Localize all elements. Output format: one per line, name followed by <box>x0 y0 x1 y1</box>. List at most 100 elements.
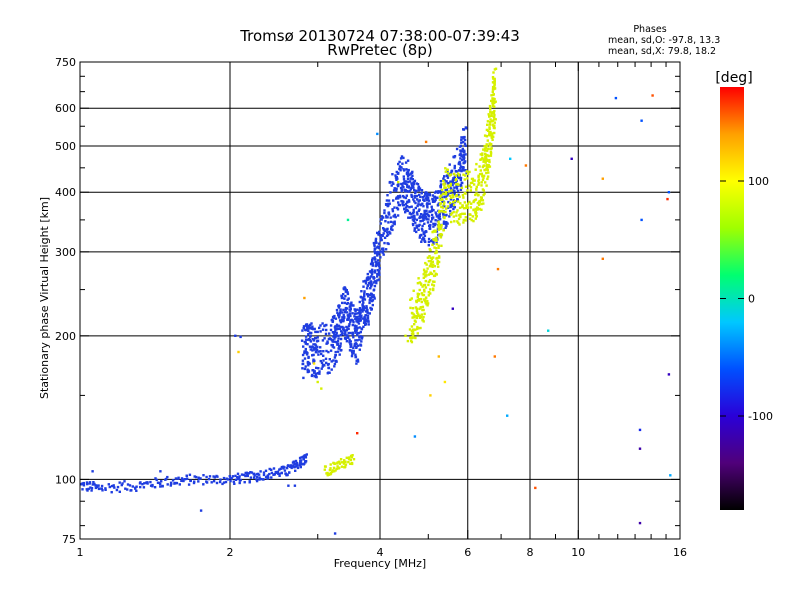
o-mode-point <box>304 347 307 351</box>
o-mode-point <box>415 230 418 234</box>
x-mode-point <box>478 172 482 176</box>
x-mode-point <box>332 466 336 470</box>
o-mode-point <box>170 482 173 486</box>
x-mode-point <box>484 156 488 159</box>
x-mode-point <box>477 178 481 181</box>
o-mode-point <box>279 467 282 470</box>
o-mode-point <box>287 484 290 487</box>
x-mode-point <box>474 193 477 197</box>
o-mode-point <box>409 188 412 191</box>
o-mode-point <box>462 149 466 152</box>
o-mode-point <box>453 156 456 159</box>
o-mode-point <box>447 200 450 204</box>
o-mode-point <box>453 186 456 189</box>
o-mode-point <box>403 169 406 172</box>
x-mode-point <box>492 77 495 80</box>
o-mode-point <box>121 482 124 485</box>
o-mode-point <box>101 489 104 492</box>
o-mode-point <box>365 306 368 310</box>
o-mode-point <box>336 325 339 328</box>
o-mode-point <box>349 314 352 318</box>
o-mode-point <box>303 367 307 371</box>
o-mode-point <box>290 466 293 470</box>
x-mode-point <box>418 288 421 292</box>
o-mode-point <box>355 325 358 328</box>
x-mode-point <box>424 301 427 304</box>
x-mode-point <box>477 175 480 179</box>
stray-echo-point <box>496 267 500 271</box>
o-mode-point <box>406 171 410 174</box>
o-mode-point <box>332 335 335 338</box>
o-mode-point <box>431 194 435 197</box>
o-mode-point <box>451 180 454 184</box>
o-mode-point <box>112 484 115 487</box>
o-mode-point <box>443 195 446 198</box>
o-mode-point <box>374 251 377 254</box>
o-mode-point <box>311 354 314 357</box>
o-mode-point <box>331 343 334 347</box>
o-mode-point <box>458 160 461 164</box>
x-mode-point <box>431 280 435 283</box>
o-mode-point <box>389 216 392 219</box>
o-mode-point <box>348 349 352 352</box>
x-mode-point <box>410 332 414 335</box>
x-mode-point <box>449 182 453 186</box>
o-mode-point <box>334 350 337 354</box>
x-mode-point <box>457 200 460 203</box>
o-mode-point <box>305 353 309 356</box>
x-mode-point <box>452 200 455 204</box>
o-mode-point <box>333 532 337 535</box>
o-mode-point <box>247 472 251 475</box>
x-mode-point <box>443 216 446 220</box>
x-mode-point <box>456 209 459 212</box>
x-mode-point <box>479 169 482 172</box>
o-mode-point <box>118 481 121 484</box>
o-mode-point <box>427 237 431 241</box>
x-mode-point <box>480 158 483 161</box>
o-mode-point <box>278 468 281 471</box>
o-mode-point <box>404 161 408 164</box>
o-mode-point <box>341 316 344 319</box>
o-mode-point <box>410 213 413 216</box>
o-mode-point <box>414 221 417 224</box>
x-mode-point <box>480 202 483 206</box>
x-mode-point <box>435 249 438 253</box>
o-mode-point <box>356 327 359 330</box>
x-tick-label: 4 <box>377 546 384 559</box>
x-mode-point <box>468 170 471 174</box>
o-mode-point <box>462 140 465 144</box>
o-mode-point <box>369 275 373 278</box>
o-mode-point <box>427 199 431 202</box>
o-mode-point <box>384 220 387 223</box>
o-mode-point <box>457 176 461 180</box>
o-mode-point <box>336 311 339 314</box>
x-mode-point <box>429 272 432 275</box>
x-mode-point <box>448 201 452 205</box>
x-mode-point <box>435 251 438 254</box>
o-mode-point <box>434 222 437 226</box>
o-mode-point <box>421 202 424 205</box>
o-mode-point <box>329 349 333 352</box>
o-mode-point <box>267 476 270 479</box>
o-mode-point <box>301 329 304 332</box>
x-mode-point <box>475 215 478 218</box>
o-mode-point <box>338 304 341 308</box>
o-mode-point <box>446 170 449 173</box>
o-mode-point <box>302 326 305 330</box>
x-mode-point <box>470 202 473 205</box>
x-mode-point <box>340 465 344 468</box>
o-mode-point <box>379 222 382 225</box>
o-mode-point <box>358 300 361 304</box>
x-mode-point <box>412 332 415 336</box>
o-mode-point <box>363 315 366 319</box>
o-mode-point <box>245 471 248 474</box>
o-mode-point <box>307 329 310 332</box>
o-mode-point <box>385 231 389 234</box>
o-mode-point <box>408 200 411 203</box>
o-mode-point <box>306 343 309 346</box>
x-mode-point <box>429 259 433 263</box>
stray-echo-point <box>614 96 618 100</box>
o-mode-point <box>371 299 375 302</box>
o-mode-point <box>428 225 432 228</box>
